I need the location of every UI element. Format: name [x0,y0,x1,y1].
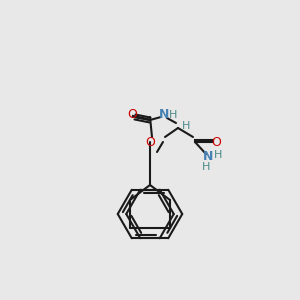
Text: O: O [211,136,221,148]
Text: O: O [127,109,137,122]
Text: H: H [182,121,190,131]
Text: H: H [169,110,177,120]
Text: H: H [214,150,222,160]
Text: H: H [202,162,210,172]
Text: O: O [145,136,155,148]
Text: N: N [203,151,213,164]
Text: N: N [159,109,169,122]
